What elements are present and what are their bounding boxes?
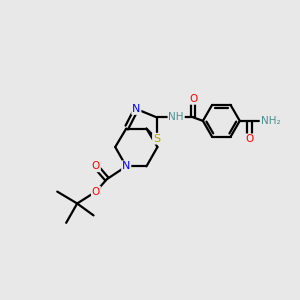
Text: NH₂: NH₂	[261, 116, 280, 126]
Text: NH: NH	[168, 112, 184, 122]
Text: N: N	[132, 104, 140, 114]
Text: O: O	[189, 94, 197, 104]
Text: O: O	[245, 134, 254, 144]
Text: N: N	[122, 161, 130, 171]
Text: S: S	[153, 134, 160, 144]
Text: O: O	[92, 161, 100, 171]
Text: O: O	[92, 187, 100, 196]
